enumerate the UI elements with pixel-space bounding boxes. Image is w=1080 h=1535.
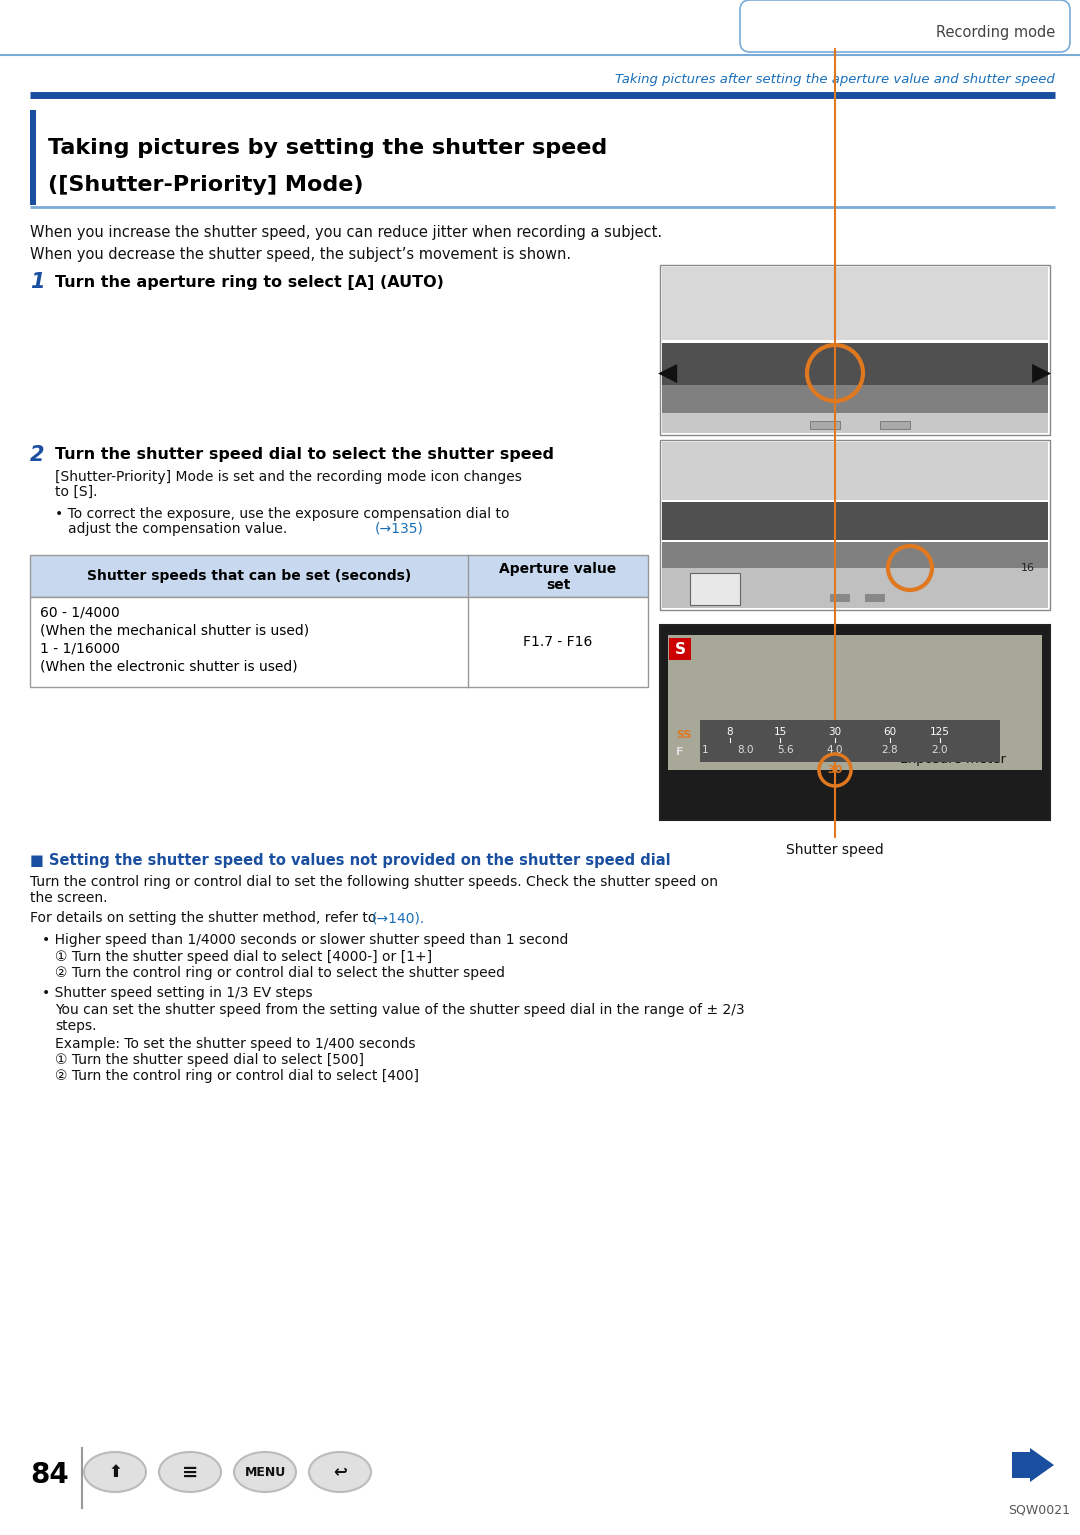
Text: Turn the shutter speed dial to select the shutter speed: Turn the shutter speed dial to select th…	[55, 448, 554, 462]
Text: • Higher speed than 1/4000 seconds or slower shutter speed than 1 second: • Higher speed than 1/4000 seconds or sl…	[42, 933, 568, 947]
Text: steps.: steps.	[55, 1019, 96, 1033]
Text: 84: 84	[30, 1461, 69, 1489]
Text: 2.8: 2.8	[881, 744, 899, 755]
FancyBboxPatch shape	[662, 542, 1048, 568]
Text: • To correct the exposure, use the exposure compensation dial to: • To correct the exposure, use the expos…	[55, 507, 510, 520]
Text: Turn the control ring or control dial to set the following shutter speeds. Check: Turn the control ring or control dial to…	[30, 875, 718, 889]
Text: When you decrease the shutter speed, the subject’s movement is shown.: When you decrease the shutter speed, the…	[30, 247, 571, 261]
Text: 1: 1	[30, 272, 44, 292]
Text: F1.7 - F16: F1.7 - F16	[524, 635, 593, 649]
FancyBboxPatch shape	[831, 594, 850, 602]
Text: • Shutter speed setting in 1/3 EV steps: • Shutter speed setting in 1/3 EV steps	[42, 985, 312, 999]
Text: 30: 30	[828, 728, 841, 737]
FancyBboxPatch shape	[662, 442, 1048, 500]
Text: 2.0: 2.0	[932, 744, 948, 755]
Text: Recording mode: Recording mode	[935, 25, 1055, 40]
FancyBboxPatch shape	[660, 441, 1050, 609]
Text: (→135): (→135)	[375, 522, 423, 536]
Text: set: set	[545, 579, 570, 593]
Text: Turn the aperture ring to select [A] (AUTO): Turn the aperture ring to select [A] (AU…	[55, 275, 444, 290]
Text: MENU: MENU	[244, 1466, 285, 1478]
FancyBboxPatch shape	[669, 635, 1042, 771]
FancyBboxPatch shape	[660, 266, 1050, 434]
Text: SQW0021: SQW0021	[1008, 1503, 1070, 1517]
Text: ⬆: ⬆	[108, 1463, 122, 1481]
Text: (→140).: (→140).	[372, 910, 426, 926]
Text: 5.6: 5.6	[777, 744, 794, 755]
Text: 8.0: 8.0	[737, 744, 753, 755]
Text: You can set the shutter speed from the setting value of the shutter speed dial i: You can set the shutter speed from the s…	[55, 1002, 744, 1018]
FancyBboxPatch shape	[662, 385, 1048, 413]
FancyBboxPatch shape	[662, 267, 1048, 339]
Ellipse shape	[309, 1452, 372, 1492]
Text: Exposure meter: Exposure meter	[900, 754, 1005, 766]
Text: 15: 15	[773, 728, 786, 737]
Text: Shutter speeds that can be set (seconds): Shutter speeds that can be set (seconds)	[86, 569, 411, 583]
FancyArrow shape	[1012, 1448, 1054, 1481]
Text: ■ Setting the shutter speed to values not provided on the shutter speed dial: ■ Setting the shutter speed to values no…	[30, 852, 671, 867]
FancyBboxPatch shape	[669, 639, 691, 660]
FancyBboxPatch shape	[810, 421, 840, 428]
Text: 1: 1	[702, 744, 708, 755]
Text: to [S].: to [S].	[55, 485, 97, 499]
Text: 2: 2	[30, 445, 44, 465]
FancyBboxPatch shape	[30, 597, 648, 688]
Ellipse shape	[234, 1452, 296, 1492]
Text: Shutter speed: Shutter speed	[786, 843, 883, 857]
FancyBboxPatch shape	[662, 502, 1048, 540]
Text: (When the mechanical shutter is used): (When the mechanical shutter is used)	[40, 623, 309, 637]
Text: 1 - 1/16000: 1 - 1/16000	[40, 642, 120, 655]
Text: For details on setting the shutter method, refer to: For details on setting the shutter metho…	[30, 910, 381, 926]
Text: ① Turn the shutter speed dial to select [500]: ① Turn the shutter speed dial to select …	[55, 1053, 364, 1067]
FancyBboxPatch shape	[662, 568, 1048, 608]
Text: ◀: ◀	[659, 361, 677, 385]
Text: When you increase the shutter speed, you can reduce jitter when recording a subj: When you increase the shutter speed, you…	[30, 226, 662, 241]
FancyBboxPatch shape	[662, 413, 1048, 433]
Text: the screen.: the screen.	[30, 890, 108, 906]
FancyBboxPatch shape	[880, 421, 910, 428]
Text: adjust the compensation value.: adjust the compensation value.	[68, 522, 292, 536]
Text: Example: To set the shutter speed to 1/400 seconds: Example: To set the shutter speed to 1/4…	[55, 1038, 416, 1051]
FancyBboxPatch shape	[662, 342, 1048, 385]
Text: F: F	[676, 748, 684, 757]
Text: ([Shutter-Priority] Mode): ([Shutter-Priority] Mode)	[48, 175, 364, 195]
Text: (When the electronic shutter is used): (When the electronic shutter is used)	[40, 659, 298, 672]
Text: ② Turn the control ring or control dial to select the shutter speed: ② Turn the control ring or control dial …	[55, 966, 505, 979]
Text: 4.0: 4.0	[827, 744, 843, 755]
FancyBboxPatch shape	[690, 573, 740, 605]
Text: Aperture value: Aperture value	[499, 562, 617, 576]
FancyBboxPatch shape	[30, 111, 36, 206]
Text: ▶: ▶	[1032, 361, 1052, 385]
FancyBboxPatch shape	[700, 720, 1000, 761]
Ellipse shape	[159, 1452, 221, 1492]
Text: [Shutter-Priority] Mode is set and the recording mode icon changes: [Shutter-Priority] Mode is set and the r…	[55, 470, 522, 484]
FancyBboxPatch shape	[865, 594, 885, 602]
Text: ② Turn the control ring or control dial to select [400]: ② Turn the control ring or control dial …	[55, 1068, 419, 1084]
Text: 125: 125	[930, 728, 950, 737]
Text: 60: 60	[883, 728, 896, 737]
Text: S: S	[675, 642, 686, 657]
FancyBboxPatch shape	[740, 0, 1070, 52]
Text: SS: SS	[676, 731, 691, 740]
Text: ↩: ↩	[333, 1463, 347, 1481]
Text: ≡: ≡	[181, 1463, 199, 1481]
FancyBboxPatch shape	[660, 625, 1050, 820]
Ellipse shape	[84, 1452, 146, 1492]
Text: ① Turn the shutter speed dial to select [4000-] or [1+]: ① Turn the shutter speed dial to select …	[55, 950, 432, 964]
Text: 16: 16	[1021, 563, 1035, 573]
Text: Taking pictures after setting the aperture value and shutter speed: Taking pictures after setting the apertu…	[616, 74, 1055, 86]
Text: 30: 30	[827, 764, 842, 775]
Text: Taking pictures by setting the shutter speed: Taking pictures by setting the shutter s…	[48, 138, 607, 158]
Text: 8: 8	[727, 728, 733, 737]
Text: 60 - 1/4000: 60 - 1/4000	[40, 606, 120, 620]
FancyBboxPatch shape	[30, 556, 648, 597]
